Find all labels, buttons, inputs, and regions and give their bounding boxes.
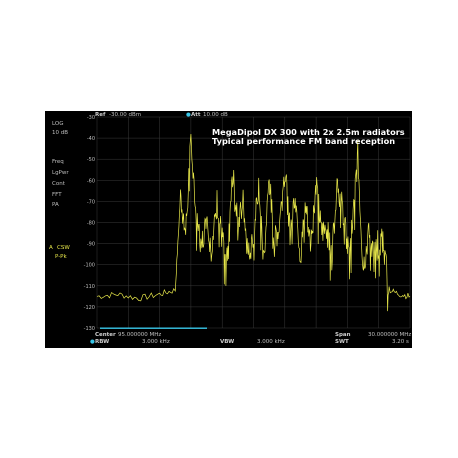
y-tick-label: -110	[84, 284, 95, 290]
att-bullet: ●	[186, 112, 191, 118]
y-tick-label: -130	[84, 326, 95, 332]
trace-label: CSW	[57, 245, 70, 251]
center-value[interactable]: 95.000000 MHz	[118, 332, 162, 338]
ref-label: Ref	[95, 112, 106, 118]
rbw-value[interactable]: 3.000 kHz	[142, 339, 170, 345]
trace-a-indicator[interactable]: A	[49, 245, 53, 251]
y-tick-label: -40	[87, 136, 95, 142]
menu-item-cont[interactable]: Cont	[52, 181, 65, 187]
menu-item-lgpwr[interactable]: LgPwr	[52, 170, 69, 176]
att-value[interactable]: 10.00 dB	[203, 112, 228, 118]
trace-mode[interactable]: P-Pk	[55, 254, 67, 260]
spectrum-plot: -30 -40 -50 -60 -70 -80 -90 -100 -110 -120 -130	[84, 115, 411, 332]
analyzer-screen: -30 -40 -50 -60 -70 -80 -90 -100 -110 -120 -130 Re…	[45, 111, 412, 348]
y-tick-label: -90	[87, 242, 95, 248]
sweep-progress-bar	[100, 327, 207, 329]
swt-value[interactable]: 3.20 s	[392, 339, 409, 345]
y-tick-label: -60	[87, 178, 95, 184]
menu-item-freq[interactable]: Freq	[52, 159, 64, 165]
rbw-label: RBW	[95, 339, 110, 345]
y-tick-label: -70	[87, 199, 95, 205]
vbw-label: VBW	[220, 339, 235, 345]
rbw-bullet: ●	[90, 339, 95, 345]
y-tick-label: -50	[87, 157, 95, 163]
span-value[interactable]: 30.000000 MHz	[368, 332, 412, 338]
spectrum-trace	[96, 133, 411, 312]
scale-div[interactable]: 10 dB	[52, 130, 69, 136]
y-tick-label: -80	[87, 221, 95, 227]
scale-type[interactable]: LOG	[52, 121, 64, 127]
ref-value[interactable]: -30.00 dBm	[109, 112, 142, 118]
vbw-value[interactable]: 3.000 kHz	[257, 339, 285, 345]
grid	[96, 116, 411, 329]
y-tick-label: -30	[87, 115, 95, 121]
y-tick-label: -100	[84, 263, 95, 269]
span-label: Span	[335, 332, 351, 338]
swt-label: SWT	[335, 339, 349, 345]
att-label: Att	[191, 112, 201, 118]
y-tick-label: -120	[84, 305, 95, 311]
center-label: Center	[95, 332, 116, 338]
y-axis-ticks: -30 -40 -50 -60 -70 -80 -90 -100 -110 -120 -130	[84, 115, 95, 332]
menu-item-fft[interactable]: FFT	[52, 192, 62, 198]
annotation-line-1: MegaDipol DX 300 with 2x 2.5m radiators	[212, 127, 405, 137]
annotation-line-2: Typical performance FM band reception	[212, 136, 396, 146]
menu-item-pa[interactable]: PA	[52, 202, 59, 208]
